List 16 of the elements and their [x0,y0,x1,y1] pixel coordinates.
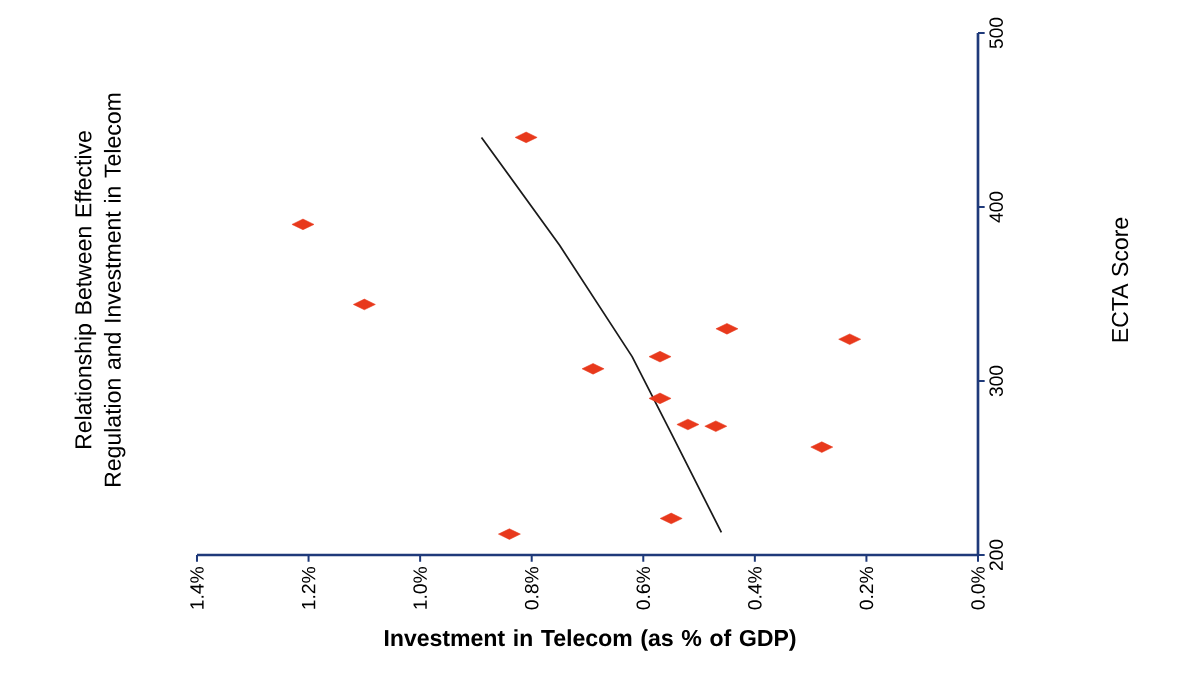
x-axis-title: Investment in Telecom (as % of GDP) [385,629,796,651]
x-tick-label: 0.6% [636,567,651,610]
x-tick-label: 0.4% [748,567,762,610]
x-tick-label: 1.4% [190,567,204,609]
x-tick-label: 1.2% [301,567,316,609]
x-tick-label: 0.2% [859,567,874,610]
line-series [480,136,723,534]
x-tick-label: 1.0% [413,567,427,609]
y-axis-title: ECTA Score [1111,217,1129,342]
x-tick-label: 0.8% [524,567,539,610]
y-tick-label: 300 [989,365,1003,397]
y-tick-label: 500 [989,17,1003,49]
x-tick-label: 0.0% [971,567,985,610]
text: Relationship Between Effective Regulation and Investment in Telecom [74,93,126,486]
y-tick-label: 200 [989,539,1003,571]
y-tick-label: 400 [989,191,1003,223]
